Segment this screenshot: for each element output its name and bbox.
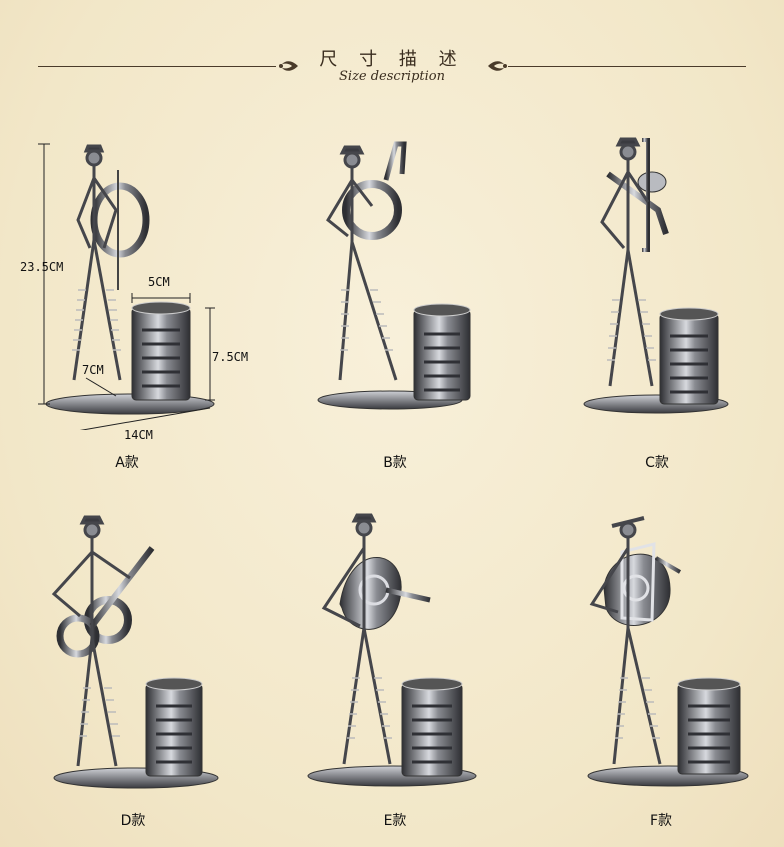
variant-label-c: C款 xyxy=(645,455,669,471)
variant-label-a: A款 xyxy=(115,455,139,471)
musician-trombone-pen-holder-image xyxy=(583,137,729,414)
header-divider-left xyxy=(38,66,276,67)
variant-c: C款 xyxy=(548,130,778,471)
header-title-english: Size description xyxy=(339,69,445,84)
variant-f: F款 xyxy=(548,508,778,838)
header-divider-right xyxy=(508,66,746,67)
header-title-chinese: 尺 寸 描 述 xyxy=(319,49,465,70)
variant-label-d: D款 xyxy=(120,813,146,829)
musician-guitar-pen-holder-image xyxy=(51,515,219,789)
variant-d: D款 xyxy=(20,508,250,838)
ornament-right-icon xyxy=(488,61,507,71)
variant-b: B款 xyxy=(280,130,510,471)
variant-label-b: B款 xyxy=(383,455,407,471)
cup-height-dimension-label: 7.5CM xyxy=(212,350,249,364)
variant-label-f: F款 xyxy=(649,813,673,829)
variant-label-e: E款 xyxy=(383,813,407,829)
musician-cello-pen-holder-image xyxy=(38,143,215,430)
ornament-left-icon xyxy=(279,61,298,71)
size-description-header: 尺 寸 描 述 Size description xyxy=(0,35,784,95)
height-dimension-label: 23.5CM xyxy=(20,260,64,274)
musician-tuba-pen-holder-image xyxy=(317,141,471,410)
variant-e: E款 xyxy=(280,508,510,838)
base-depth-dimension-label: 7CM xyxy=(82,363,104,377)
musician-french-horn-pen-holder-image xyxy=(307,513,477,787)
variant-a: 23.5CM 5CM 7.5CM 7CM 14CM A款 xyxy=(20,130,250,471)
cup-width-dimension-label: 5CM xyxy=(148,275,170,289)
musician-baritone-horn-pen-holder-image xyxy=(587,516,749,787)
base-width-dimension-label: 14CM xyxy=(124,428,153,442)
